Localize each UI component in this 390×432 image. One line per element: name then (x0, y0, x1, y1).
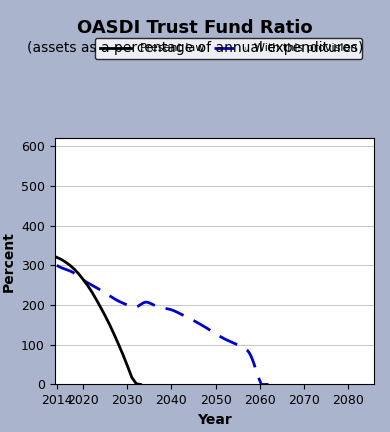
Y-axis label: Percent: Percent (1, 231, 15, 292)
Legend: Present law, With this provision: Present law, With this provision (94, 38, 362, 59)
X-axis label: Year: Year (197, 413, 232, 427)
Text: OASDI Trust Fund Ratio: OASDI Trust Fund Ratio (77, 19, 313, 38)
Text: (assets as a percentage of annual expenditures): (assets as a percentage of annual expend… (27, 41, 363, 55)
